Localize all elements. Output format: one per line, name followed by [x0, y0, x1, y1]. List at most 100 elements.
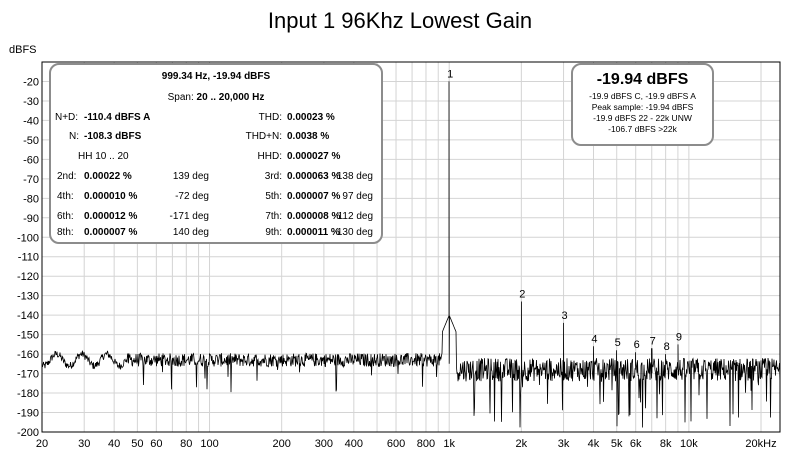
x-tick-label: 1k	[443, 438, 455, 450]
hh-label: HH 10 .. 20	[78, 151, 129, 162]
harmonic-label: 3	[561, 310, 567, 322]
y-tick-label: -40	[23, 115, 39, 127]
harmonic-label: 7	[650, 335, 656, 347]
thdn-label: THD+N:	[245, 131, 282, 142]
h8-value: 0.000007 %	[84, 227, 138, 238]
stats-header: 999.34 Hz, -19.94 dBFS	[161, 71, 271, 82]
x-tick-label: 600	[387, 438, 405, 450]
hhd-label: HHD:	[257, 151, 282, 162]
x-tick-label: 6k	[630, 438, 642, 450]
harmonic-label: 2	[519, 289, 525, 301]
harmonic-label: 6	[634, 339, 640, 351]
n-value: -108.3 dBFS	[84, 131, 142, 142]
chart-title: Input 1 96Khz Lowest Gain	[267, 8, 533, 33]
n-label: N:	[69, 131, 79, 142]
y-tick-label: -190	[17, 408, 39, 420]
h7-label: 7th:	[265, 211, 282, 222]
y-tick-label: -140	[17, 310, 39, 322]
h8-label: 8th:	[57, 227, 74, 238]
spectrum-line	[41, 81, 781, 428]
x-tick-label: 4k	[588, 438, 600, 450]
h3-value: 0.000063 %	[287, 171, 341, 182]
x-axis: 20 30 40 50 60 80 100 200 300 400 600 800 1k 2k 3k 4k 5k…	[36, 438, 777, 450]
h8-phase: 140 deg	[172, 227, 209, 238]
x-tick-label: 10k	[680, 438, 698, 450]
x-tick-label: 400	[345, 438, 363, 450]
span-row: Span: 20 .. 20,000 Hz	[51, 92, 381, 103]
y-tick-label: -90	[23, 213, 39, 225]
plot-border	[41, 61, 781, 433]
level-line-3: -19.9 dBFS 22 - 22k UNW	[593, 113, 692, 123]
x-tick-label: 100	[200, 438, 218, 450]
harmonic-label: 9	[676, 331, 682, 343]
level-panel: -19.94 dBFS -19.9 dBFS C, -19.9 dBFS A P…	[571, 63, 714, 146]
x-tick-label: 2k	[516, 438, 528, 450]
span-value: 20 .. 20,000 Hz	[196, 92, 265, 103]
hhd-value: 0.000027 %	[287, 151, 341, 162]
h5-phase: 97 deg	[342, 191, 373, 202]
y-tick-label: -130	[17, 291, 39, 303]
y-tick-label: -30	[23, 96, 39, 108]
h6-label: 6th:	[57, 211, 74, 222]
h4-value: 0.000010 %	[84, 191, 138, 202]
x-tick-label: 5k	[611, 438, 623, 450]
y-axis: -20 -30 -40 -50 -60 -70 -80 -90 -100 -110 -120 -130…	[17, 76, 39, 439]
h4-label: 4th:	[57, 191, 74, 202]
h5-label: 5th:	[265, 191, 282, 202]
y-axis-label: dBFS	[9, 44, 37, 56]
y-tick-label: -70	[23, 174, 39, 186]
y-tick-label: -20	[23, 76, 39, 88]
harmonic-label: 1	[447, 68, 453, 80]
h7-value: 0.000008 %	[287, 211, 341, 222]
h3-phase: 138 deg	[336, 171, 373, 182]
y-tick-label: -110	[18, 252, 39, 264]
thdn-value: 0.0038 %	[287, 131, 330, 142]
y-tick-label: -50	[23, 135, 39, 147]
h9-label: 9th:	[265, 227, 282, 238]
x-tick-label: 800	[417, 438, 435, 450]
span-label: Span:	[167, 92, 194, 103]
x-tick-label: 60	[150, 438, 162, 450]
x-tick-label: 30	[78, 438, 90, 450]
h2-phase: 139 deg	[172, 171, 209, 182]
y-tick-label: -120	[17, 271, 39, 283]
x-tick-label: 40	[108, 438, 120, 450]
y-tick-label: -160	[17, 349, 39, 361]
harmonic-label: 5	[615, 337, 621, 349]
level-line-1: -19.9 dBFS C, -19.9 dBFS A	[589, 91, 696, 101]
h4-phase: -72 deg	[175, 191, 209, 202]
x-tick-label: 80	[180, 438, 192, 450]
x-tick-label: 200	[272, 438, 290, 450]
h6-value: 0.000012 %	[84, 211, 138, 222]
h5-value: 0.000007 %	[287, 191, 341, 202]
y-tick-label: -150	[17, 330, 39, 342]
level-line-4: -106.7 dBFS >22k	[608, 124, 677, 134]
nd-value: -110.4 dBFS A	[84, 112, 151, 123]
nd-label: N+D:	[55, 112, 79, 123]
x-tick-label: 20kHz	[745, 438, 776, 450]
x-tick-label: 20	[36, 438, 48, 450]
h6-phase: -171 deg	[169, 211, 209, 222]
y-tick-label: -80	[23, 193, 39, 205]
h9-phase: 130 deg	[336, 227, 373, 238]
harmonic-label: 4	[591, 333, 597, 345]
thd-label: THD:	[258, 112, 282, 123]
level-main: -19.94 dBFS	[596, 71, 689, 88]
h3-label: 3rd:	[264, 171, 282, 182]
h7-phase: 112 deg	[337, 211, 373, 222]
spectrum-trace	[41, 81, 781, 428]
distortion-stats-panel: 999.34 Hz, -19.94 dBFS Span: 20 .. 20,00…	[49, 63, 383, 244]
x-tick-label: 8k	[660, 438, 672, 450]
y-tick-label: -60	[23, 154, 39, 166]
y-tick-label: -100	[17, 232, 39, 244]
harmonic-label: 8	[664, 341, 670, 353]
x-tick-label: 50	[131, 438, 143, 450]
y-tick-label: -170	[17, 369, 39, 381]
y-tick-label: -200	[17, 427, 39, 439]
harmonic-labels: 1 2 3 4 5 6 7 89	[447, 68, 682, 353]
x-tick-label: 3k	[558, 438, 570, 450]
h9-value: 0.000011 %	[287, 227, 340, 238]
thd-value: 0.00023 %	[287, 112, 335, 123]
level-line-2: Peak sample: -19.94 dBFS	[591, 102, 694, 112]
h2-label: 2nd:	[57, 171, 77, 182]
